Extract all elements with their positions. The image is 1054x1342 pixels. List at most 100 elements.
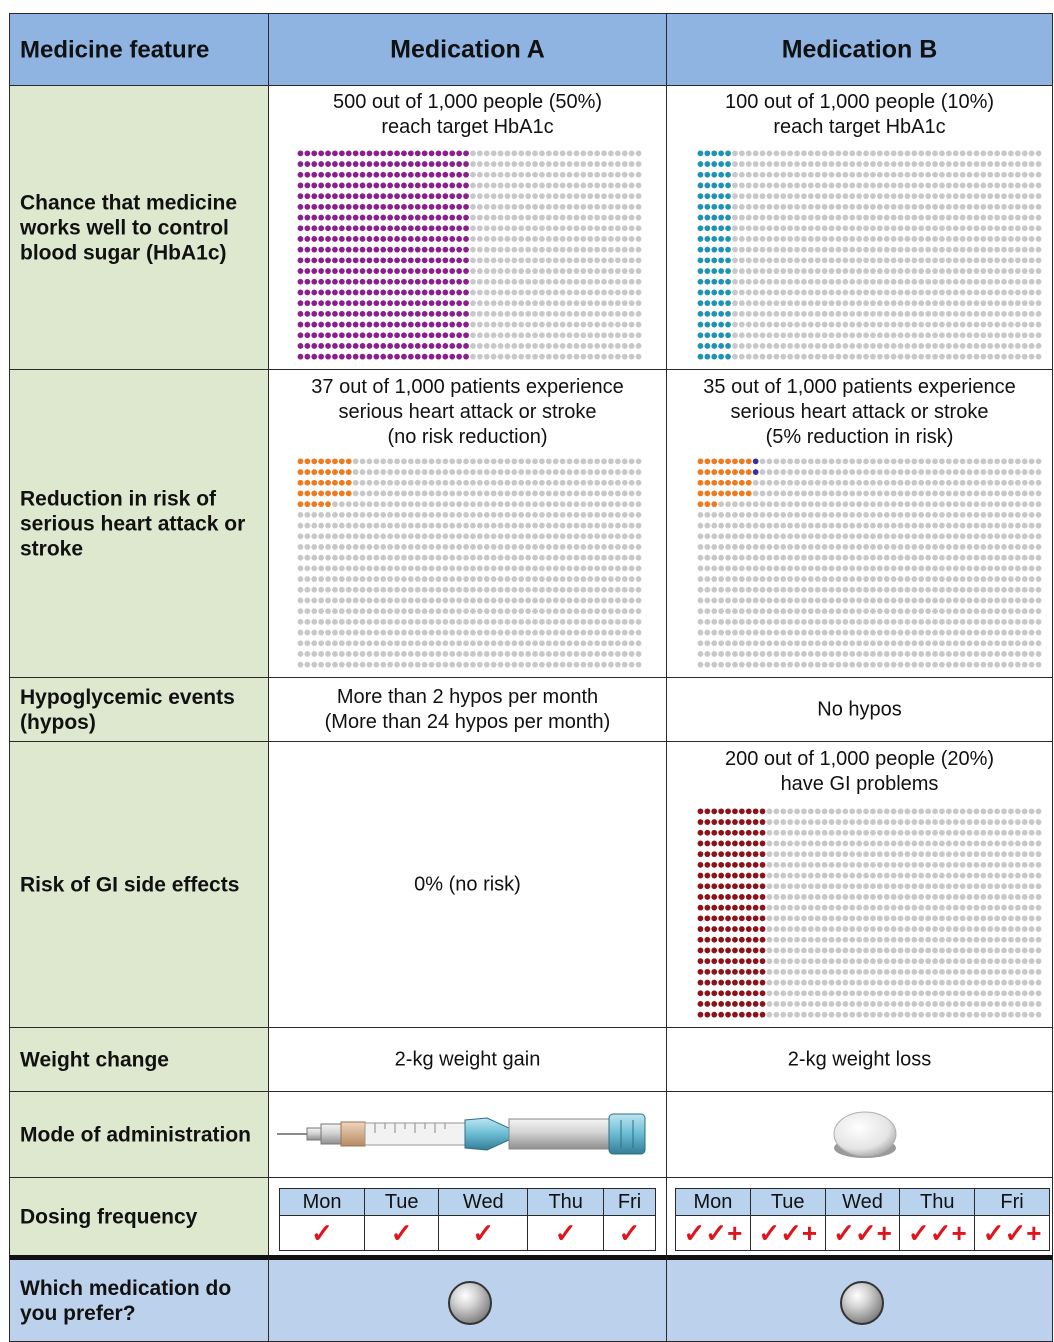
icon-array-dot [897, 203, 904, 210]
icon-array-dot [807, 203, 814, 210]
icon-array-dot [966, 629, 973, 636]
icon-array-dot [766, 490, 773, 497]
icon-array-dot [428, 161, 435, 167]
icon-array-dot [711, 533, 718, 540]
row-hypo-label: Hypoglycemic events (hypos) [20, 685, 235, 734]
icon-array-dot [601, 182, 607, 189]
icon-array-dot [1035, 608, 1042, 615]
icon-array-dot [732, 278, 738, 285]
icon-array-dot [980, 300, 987, 307]
icon-array-dot [856, 533, 863, 540]
icon-array-dot [904, 968, 911, 975]
icon-array-dot [787, 651, 794, 657]
icon-array-dot [345, 586, 352, 593]
icon-array-dot [1028, 214, 1035, 221]
icon-array-dot [1035, 278, 1042, 285]
icon-array-dot [414, 171, 421, 178]
icon-array-dot [925, 819, 932, 825]
icon-array-dot [608, 565, 614, 572]
icon-array-dot [435, 469, 442, 475]
icon-array-dot [552, 236, 559, 242]
icon-array-dot [421, 161, 428, 167]
icon-array-dot [876, 958, 883, 965]
icon-array-dot [897, 490, 904, 497]
icon-array-dot [863, 576, 869, 582]
icon-array-dot [835, 268, 842, 274]
icon-array-dot [325, 268, 331, 274]
icon-array-dot [483, 278, 490, 285]
icon-array-dot [945, 171, 952, 178]
icon-array-dot [890, 904, 897, 911]
icon-array-dot [428, 203, 435, 210]
icon-array-dot [311, 533, 318, 540]
icon-array-dot [876, 808, 883, 815]
icon-array-dot [911, 958, 918, 965]
icon-array-dot [1001, 926, 1007, 932]
icon-array-dot [856, 522, 863, 529]
icon-array-dot [994, 629, 1001, 636]
icon-array-dot [628, 469, 635, 475]
icon-array-dot [904, 618, 911, 625]
icon-array-dot [559, 501, 566, 508]
icon-array-dot [311, 203, 318, 210]
icon-array-dot [511, 161, 518, 167]
icon-array-dot [635, 182, 642, 189]
icon-array-dot [904, 533, 911, 540]
icon-array-dot [821, 214, 828, 221]
icon-array-dot [952, 861, 959, 868]
icon-array-dot [738, 246, 745, 253]
icon-array-dot [525, 193, 532, 200]
icon-array-dot [918, 479, 925, 486]
icon-array-dot [594, 608, 601, 615]
icon-array-dot [532, 203, 538, 210]
icon-array-dot [718, 332, 725, 339]
icon-array-dot [525, 278, 532, 285]
icon-array-dot [787, 203, 794, 210]
icon-array-dot [952, 936, 959, 943]
icon-array-dot [476, 214, 483, 221]
icon-array-dot [421, 651, 428, 657]
icon-array-dot [849, 629, 856, 636]
icon-array-dot [945, 651, 952, 657]
icon-array-dot [1028, 490, 1035, 497]
icon-array-dot [552, 257, 559, 264]
icon-array-dot [814, 618, 821, 625]
icon-array-dot [428, 651, 435, 657]
icon-array-dot [883, 332, 890, 339]
icon-array-dot [345, 182, 352, 189]
icon-array-dot [601, 511, 607, 518]
icon-array-dot [732, 990, 738, 997]
icon-array-dot [807, 904, 814, 911]
icon-array-dot [442, 640, 449, 647]
icon-array-dot [476, 300, 483, 307]
icon-array-dot [939, 576, 945, 582]
icon-array-dot [849, 353, 856, 360]
icon-array-dot [987, 246, 994, 253]
icon-array-dot [497, 490, 504, 497]
icon-array-dot [773, 225, 780, 232]
icon-array-dot [421, 193, 428, 200]
icon-array-dot [1035, 501, 1042, 508]
icon-array-dot [594, 554, 601, 561]
icon-array-dot [863, 894, 869, 900]
icon-array-dot [911, 522, 918, 529]
icon-array-dot [1021, 979, 1028, 986]
icon-array-dot [518, 576, 525, 582]
icon-array-dot [621, 629, 628, 636]
icon-array-dot [835, 958, 842, 965]
icon-array-dot [338, 171, 345, 178]
icon-array-dot [332, 544, 338, 550]
icon-array-dot [766, 343, 773, 349]
icon-array-dot [863, 968, 869, 975]
icon-array-dot [566, 310, 573, 317]
icon-array-dot [614, 203, 621, 210]
icon-array-dot [635, 310, 642, 317]
icon-array-dot [711, 915, 718, 922]
icon-array-dot [587, 618, 594, 625]
icon-array-dot [904, 501, 911, 508]
icon-array-dot [573, 661, 580, 668]
icon-array-dot [745, 926, 752, 932]
icon-array-dot [311, 640, 318, 647]
icon-array-dot [794, 257, 800, 264]
icon-array-dot [601, 343, 607, 349]
